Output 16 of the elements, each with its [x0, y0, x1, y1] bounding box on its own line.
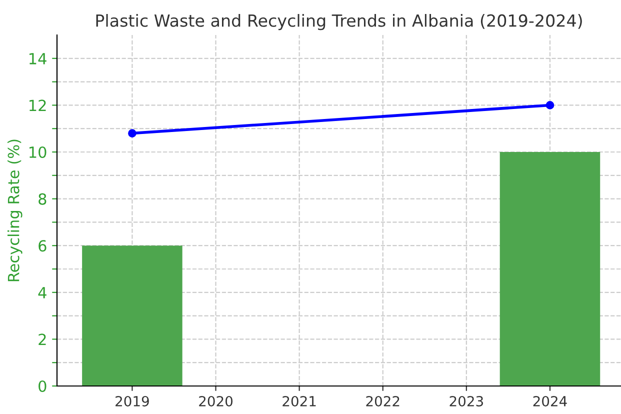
- y-tick-label: 14: [30, 53, 46, 64]
- y-tick-label: 6: [38, 240, 46, 252]
- y-tick-label: 12: [30, 100, 46, 112]
- x-tick-label: 2021: [282, 396, 316, 406]
- y-axis-title: Recycling Rate (%): [7, 140, 22, 282]
- y-tick-label: 0: [38, 380, 46, 392]
- chart-title: Plastic Waste and Recycling Trends in Albania (2019-2024): [96, 14, 582, 30]
- x-tick-label: 2024: [533, 396, 567, 406]
- y-tick-label: 10: [30, 146, 46, 158]
- x-tick-label: 2023: [450, 396, 483, 406]
- x-tick-label: 2020: [199, 396, 233, 406]
- x-tick-label: 2019: [116, 396, 149, 406]
- x-tick-label: 2022: [366, 396, 400, 406]
- y-tick-label: 4: [38, 287, 46, 298]
- y-tick-label: 2: [38, 334, 46, 346]
- y-tick-label: 8: [38, 193, 46, 205]
